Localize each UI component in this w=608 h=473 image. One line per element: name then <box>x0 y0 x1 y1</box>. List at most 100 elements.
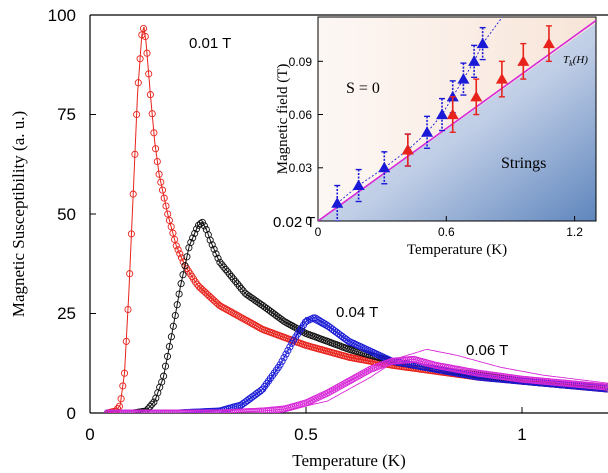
data-point <box>150 129 158 137</box>
data-point <box>165 216 173 224</box>
data-point <box>175 290 183 298</box>
data-point <box>164 210 172 218</box>
data-point <box>145 70 153 78</box>
data-point <box>237 285 245 293</box>
data-point <box>231 310 239 318</box>
data-point <box>342 379 350 387</box>
data-point <box>226 270 234 278</box>
data-point <box>215 301 224 310</box>
data-point <box>332 384 341 392</box>
series-label-0-01T: 0.01 T <box>189 35 231 52</box>
data-point <box>160 194 168 202</box>
series-label-0-06T: 0.06 T <box>466 342 508 359</box>
data-point <box>138 31 146 39</box>
data-point <box>183 253 191 261</box>
data-point <box>165 342 173 351</box>
data-point <box>152 145 160 153</box>
data-point <box>210 245 218 253</box>
triangle-marker <box>468 55 481 66</box>
inset-xtick-label: 0 <box>315 225 322 239</box>
data-point <box>206 236 214 244</box>
inset-x-axis-label: Temperature (K) <box>407 242 507 258</box>
data-point <box>160 372 168 380</box>
data-point <box>139 24 148 33</box>
data-point <box>208 241 216 249</box>
data-point <box>243 317 251 325</box>
data-point <box>191 229 199 237</box>
data-point <box>356 371 364 379</box>
main-ytick-label: 50 <box>57 205 76 224</box>
data-point <box>153 157 161 166</box>
data-point <box>120 369 129 377</box>
data-point <box>364 367 372 375</box>
data-point <box>129 190 137 198</box>
data-point <box>602 385 608 393</box>
series-line-2 <box>107 316 608 413</box>
data-point <box>119 382 127 390</box>
data-point <box>124 305 132 314</box>
triangle-marker <box>352 179 365 191</box>
data-point <box>224 268 232 276</box>
tk-label: Tk(H) <box>563 54 588 68</box>
data-point <box>136 55 144 63</box>
data-point <box>212 250 220 258</box>
data-point <box>177 280 185 288</box>
triangle-marker <box>517 55 530 66</box>
data-point <box>327 387 335 395</box>
series-line-3 <box>107 358 608 413</box>
data-point <box>233 280 241 288</box>
model-curve-1 <box>284 348 608 412</box>
main-ytick-label: 0 <box>67 404 76 423</box>
main-xtick-label: 0 <box>85 425 94 444</box>
data-point <box>301 318 309 326</box>
data-point <box>158 186 167 194</box>
triangle-marker <box>476 37 489 49</box>
inset-xtick-label: 1.2 <box>566 225 583 239</box>
data-point <box>222 265 230 274</box>
data-point <box>141 32 149 41</box>
data-point <box>167 223 175 231</box>
data-point <box>163 352 172 360</box>
data-point <box>602 383 608 391</box>
data-point <box>282 318 290 326</box>
data-point <box>284 346 292 355</box>
main-ytick-label: 25 <box>57 304 76 323</box>
data-point <box>278 357 286 365</box>
main-xtick-label: 0.5 <box>294 425 318 444</box>
triangle-marker <box>401 144 414 155</box>
inset-x-ticks: 0 0.6 1.2 <box>315 216 583 239</box>
data-point <box>187 238 195 246</box>
data-point <box>344 337 352 345</box>
spin-zero-label: S = 0 <box>346 80 380 97</box>
data-point <box>181 262 189 270</box>
data-point <box>169 229 177 237</box>
data-point <box>278 316 286 324</box>
data-point <box>313 315 321 323</box>
data-point <box>250 321 258 329</box>
inset-y-axis-label: Magnetic field (T) <box>275 64 291 175</box>
data-point <box>346 377 354 385</box>
data-point <box>311 314 319 322</box>
data-point <box>286 343 294 351</box>
triangle-marker <box>446 90 459 102</box>
data-point <box>257 387 265 395</box>
inset-ytick-label: 0.03 <box>289 161 313 175</box>
triangle-marker <box>470 90 483 102</box>
inset-xtick-label: 0.6 <box>438 225 455 239</box>
data-point <box>319 319 327 327</box>
data-point <box>282 350 290 358</box>
data-point <box>280 354 288 362</box>
data-point <box>161 362 170 370</box>
data-point <box>234 312 243 320</box>
inset-ytick-label: 0 <box>305 214 312 228</box>
data-point <box>176 250 184 258</box>
data-point <box>127 230 135 238</box>
main-xtick-label: 1 <box>517 425 526 444</box>
data-point <box>317 317 325 326</box>
triangle-marker <box>542 37 555 49</box>
data-point <box>221 304 229 312</box>
data-point <box>315 316 323 324</box>
main-y-axis-label: Magnetic Susceptibility (a. u.) <box>9 111 28 317</box>
main-ytick-label: 75 <box>57 105 76 124</box>
